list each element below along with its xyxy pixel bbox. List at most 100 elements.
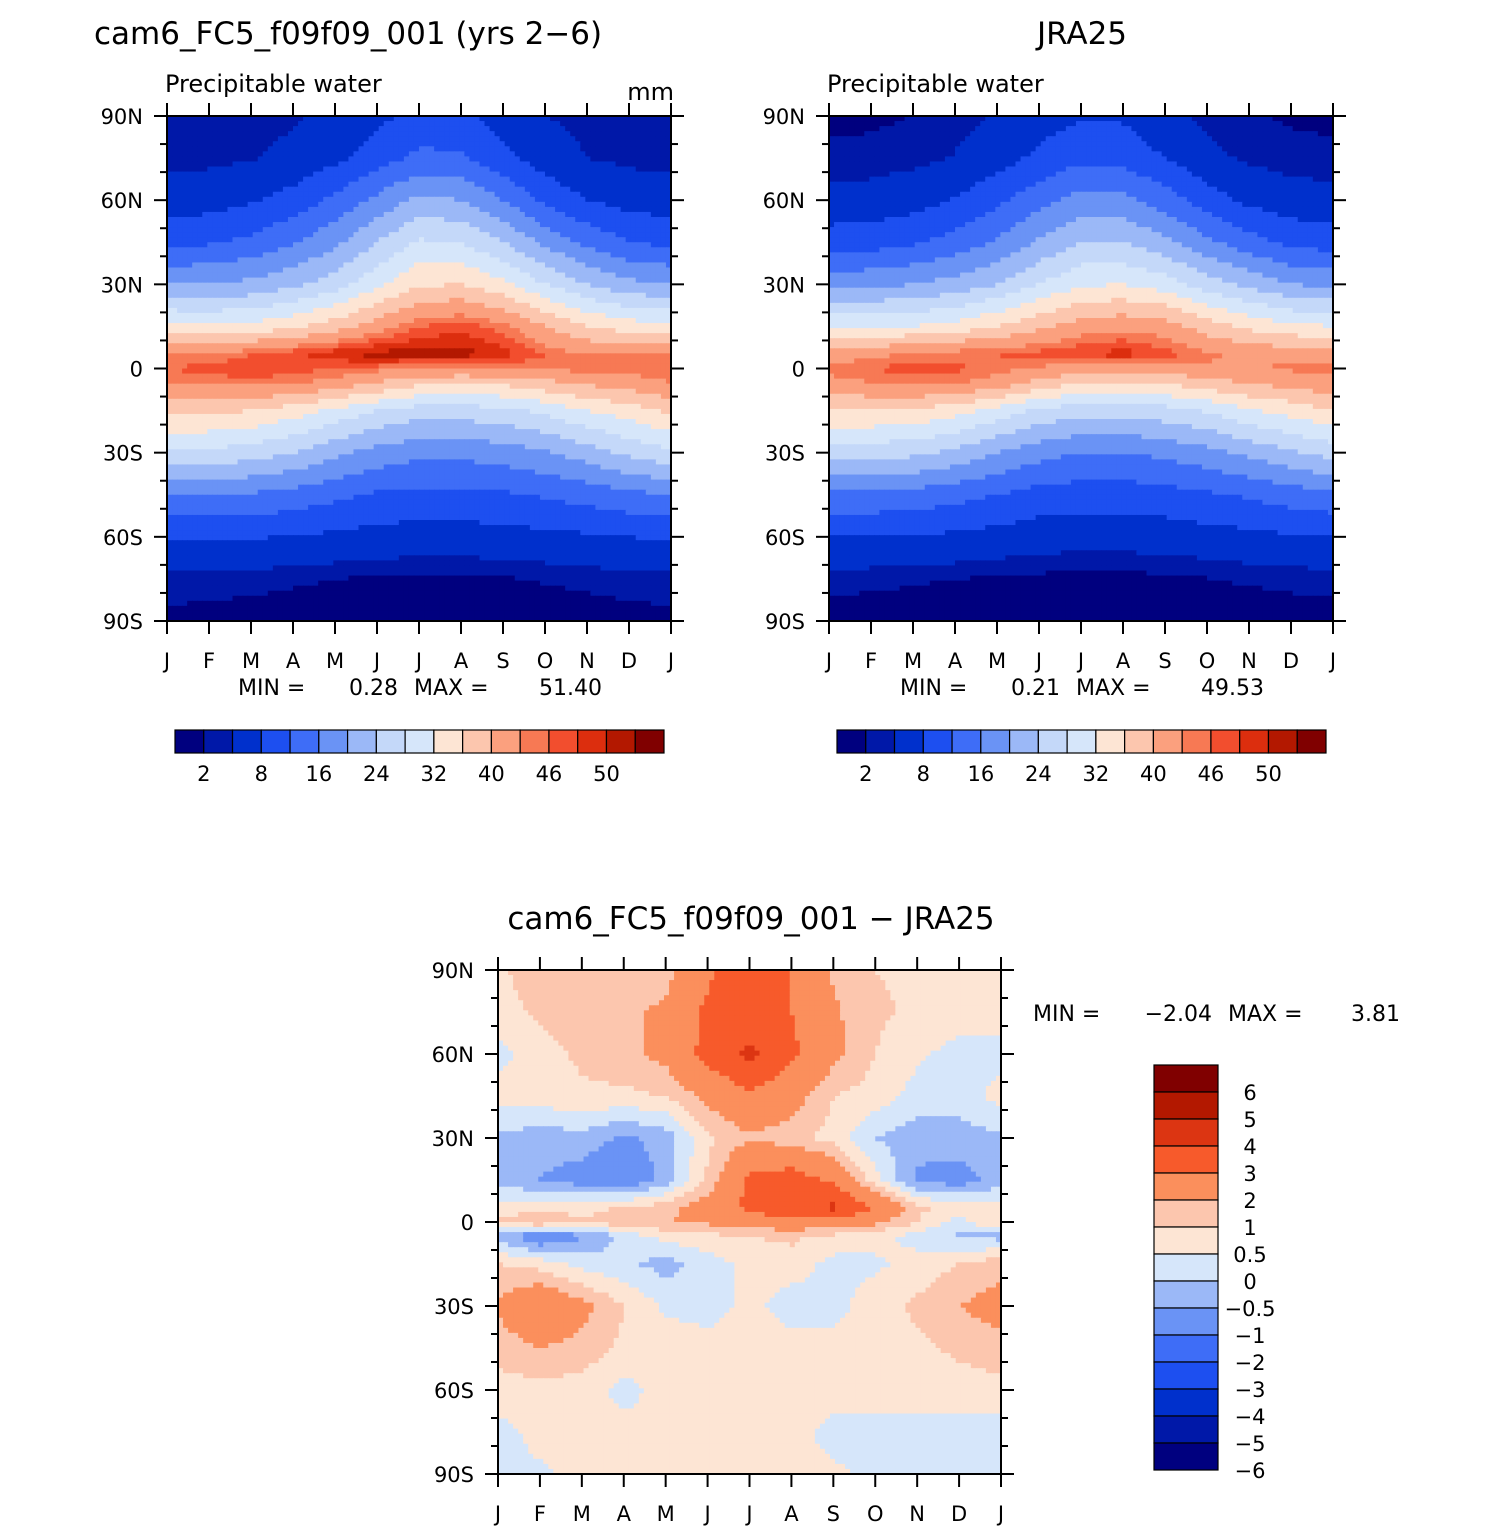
field-cell	[262, 121, 269, 127]
field-cell	[580, 166, 586, 173]
field-cell	[565, 323, 571, 329]
field-cell	[217, 247, 224, 253]
field-cell	[630, 242, 637, 248]
field-cell	[373, 176, 380, 183]
field-cell	[363, 353, 370, 359]
field-cell	[333, 181, 339, 188]
field-cell	[605, 242, 612, 248]
field-cell	[408, 222, 415, 228]
field-cell	[328, 121, 334, 127]
field-cell	[519, 146, 526, 152]
field-cell	[172, 196, 178, 203]
field-cell	[318, 323, 324, 329]
field-cell	[600, 277, 607, 284]
field-cell	[413, 166, 420, 173]
field-cell	[177, 348, 183, 354]
field-cell	[645, 116, 652, 122]
field-cell	[489, 363, 496, 370]
field-cell	[217, 126, 224, 132]
field-cell	[247, 338, 254, 344]
field-cell	[212, 312, 218, 319]
field-cell	[247, 292, 254, 299]
field-cell	[177, 302, 183, 309]
field-cell	[187, 171, 193, 178]
field-cell	[252, 257, 259, 264]
field-cell	[313, 161, 319, 168]
field-cell	[408, 161, 415, 168]
field-cell	[550, 156, 556, 163]
field-cell	[565, 307, 571, 314]
field-cell	[403, 166, 410, 173]
field-cell	[650, 222, 657, 228]
field-cell	[182, 166, 188, 173]
field-cell	[439, 176, 445, 183]
field-cell	[449, 267, 455, 274]
field-cell	[494, 191, 501, 198]
field-cell	[479, 307, 486, 314]
field-cell	[575, 116, 581, 122]
field-cell	[167, 201, 173, 208]
field-cell	[207, 217, 213, 223]
field-cell	[650, 272, 657, 279]
field-cell	[560, 328, 566, 334]
field-cell	[227, 282, 234, 289]
field-cell	[429, 338, 435, 344]
field-cell	[282, 257, 289, 264]
field-cell	[625, 206, 632, 213]
field-cell	[580, 176, 586, 183]
field-cell	[464, 328, 470, 334]
field-cell	[333, 156, 339, 163]
field-cell	[217, 292, 224, 299]
field-cell	[353, 126, 360, 132]
field-cell	[570, 247, 576, 253]
field-cell	[353, 186, 360, 193]
field-cell	[534, 151, 541, 157]
field-cell	[282, 307, 289, 314]
field-cell	[429, 363, 435, 370]
field-cell	[172, 272, 178, 279]
field-cell	[459, 156, 465, 163]
field-cell	[519, 272, 526, 279]
field-cell	[348, 252, 355, 258]
field-cell	[217, 116, 224, 122]
field-cell	[464, 252, 470, 258]
field-cell	[605, 348, 612, 354]
field-cell	[232, 348, 239, 354]
field-cell	[287, 141, 294, 147]
field-cell	[524, 116, 531, 122]
field-cell	[282, 348, 289, 354]
field-cell	[625, 146, 632, 152]
field-cell	[555, 151, 561, 157]
field-cell	[434, 272, 440, 279]
field-cell	[277, 222, 284, 228]
field-cell	[227, 323, 234, 329]
field-cell	[197, 338, 203, 344]
field-cell	[630, 161, 637, 168]
field-cell	[393, 116, 400, 122]
field-cell	[393, 312, 400, 319]
field-cell	[439, 277, 445, 284]
field-cell	[293, 126, 299, 132]
field-cell	[257, 353, 264, 359]
field-cell	[313, 206, 319, 213]
field-cell	[272, 262, 279, 269]
field-cell	[212, 277, 218, 284]
field-cell	[408, 201, 415, 208]
field-cell	[645, 318, 652, 324]
field-cell	[489, 206, 496, 213]
field-cell	[293, 328, 299, 334]
field-cell	[545, 227, 551, 233]
field-cell	[580, 252, 586, 258]
field-cell	[600, 171, 607, 178]
field-cell	[318, 196, 324, 203]
field-cell	[539, 186, 546, 193]
field-cell	[282, 328, 289, 334]
field-cell	[343, 196, 350, 203]
field-cell	[393, 282, 400, 289]
field-cell	[499, 323, 506, 329]
field-cell	[232, 201, 239, 208]
field-cell	[509, 348, 516, 354]
field-cell	[514, 181, 521, 188]
field-cell	[539, 211, 546, 218]
field-cell	[177, 171, 183, 178]
